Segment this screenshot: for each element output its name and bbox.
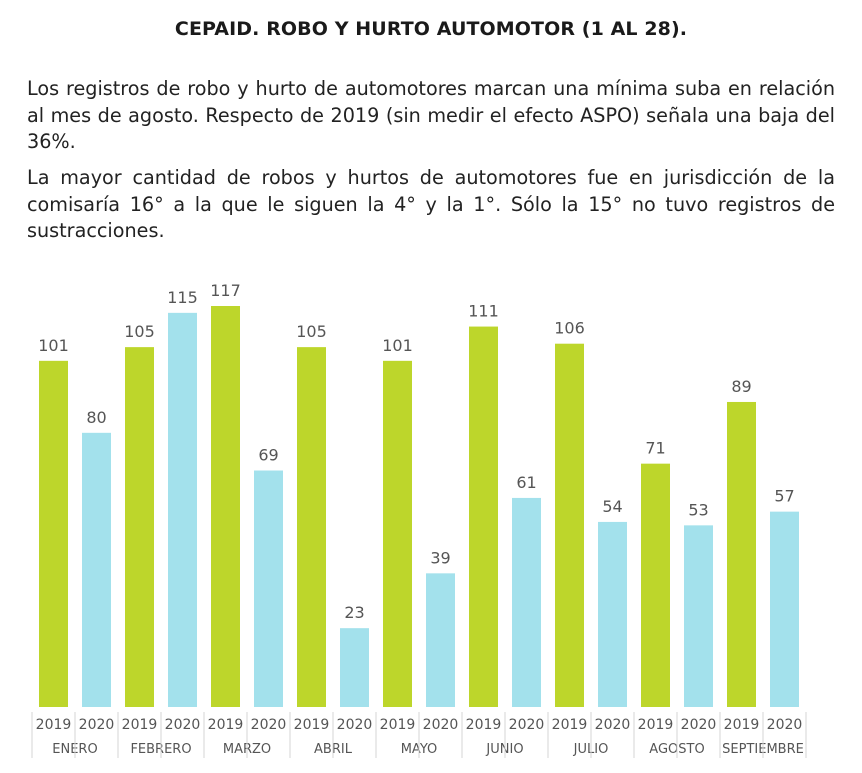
year-tick-label: 2019 xyxy=(208,717,244,733)
value-label: 111 xyxy=(468,302,499,321)
bar-mayo-2020 xyxy=(426,573,455,707)
year-tick-label: 2019 xyxy=(552,717,588,733)
value-label: 80 xyxy=(86,408,106,427)
bar-enero-2020 xyxy=(82,432,111,707)
value-label: 69 xyxy=(258,446,278,465)
page-title: CEPAID. ROBO Y HURTO AUTOMOTOR (1 AL 28)… xyxy=(174,18,688,40)
year-tick-label: 2020 xyxy=(251,717,287,733)
value-label: 53 xyxy=(688,500,708,519)
bar-julio-2019 xyxy=(555,343,584,707)
bar-septiembre-2020 xyxy=(770,511,799,707)
value-label: 57 xyxy=(774,487,794,506)
bar-abril-2019 xyxy=(297,347,326,707)
year-tick-label: 2020 xyxy=(767,717,803,733)
year-tick-label: 2019 xyxy=(724,717,760,733)
bar-febrero-2019 xyxy=(125,347,154,707)
value-label: 115 xyxy=(167,288,198,307)
year-tick-label: 2019 xyxy=(380,717,416,733)
value-label: 106 xyxy=(554,319,585,338)
value-label: 101 xyxy=(382,336,413,355)
year-tick-label: 2020 xyxy=(595,717,631,733)
bar-septiembre-2019 xyxy=(727,401,756,707)
bar-agosto-2019 xyxy=(641,463,670,707)
year-tick-label: 2019 xyxy=(466,717,502,733)
value-label: 101 xyxy=(38,336,69,355)
summary-paragraph-2: La mayor cantidad de robos y hurtos de a… xyxy=(27,166,835,242)
value-label: 54 xyxy=(602,497,622,516)
bar-junio-2020 xyxy=(512,497,541,707)
bar-mayo-2019 xyxy=(383,360,412,707)
summary-paragraph-1: Los registros de robo y hurto de automot… xyxy=(27,77,835,153)
year-tick-label: 2019 xyxy=(36,717,72,733)
year-tick-label: 2020 xyxy=(423,717,459,733)
bar-febrero-2020 xyxy=(168,312,197,707)
value-label: 117 xyxy=(210,281,241,300)
year-tick-label: 2019 xyxy=(294,717,330,733)
value-label: 105 xyxy=(296,322,327,341)
bar-julio-2020 xyxy=(598,521,627,707)
bar-agosto-2020 xyxy=(684,525,713,707)
year-tick-label: 2020 xyxy=(681,717,717,733)
value-label: 71 xyxy=(645,439,665,458)
bar-enero-2019 xyxy=(39,360,68,707)
value-label: 23 xyxy=(344,603,364,622)
value-label: 61 xyxy=(516,473,536,492)
bar-abril-2020 xyxy=(340,628,369,707)
year-tick-label: 2020 xyxy=(165,717,201,733)
year-tick-label: 2019 xyxy=(122,717,158,733)
year-tick-label: 2020 xyxy=(337,717,373,733)
value-label: 105 xyxy=(124,322,155,341)
value-label: 39 xyxy=(430,548,450,567)
year-tick-label: 2019 xyxy=(638,717,674,733)
year-tick-label: 2020 xyxy=(79,717,115,733)
bar-junio-2019 xyxy=(469,326,498,707)
year-tick-label: 2020 xyxy=(509,717,545,733)
bar-marzo-2019 xyxy=(211,306,240,707)
bar-marzo-2020 xyxy=(254,470,283,707)
value-label: 89 xyxy=(731,377,751,396)
